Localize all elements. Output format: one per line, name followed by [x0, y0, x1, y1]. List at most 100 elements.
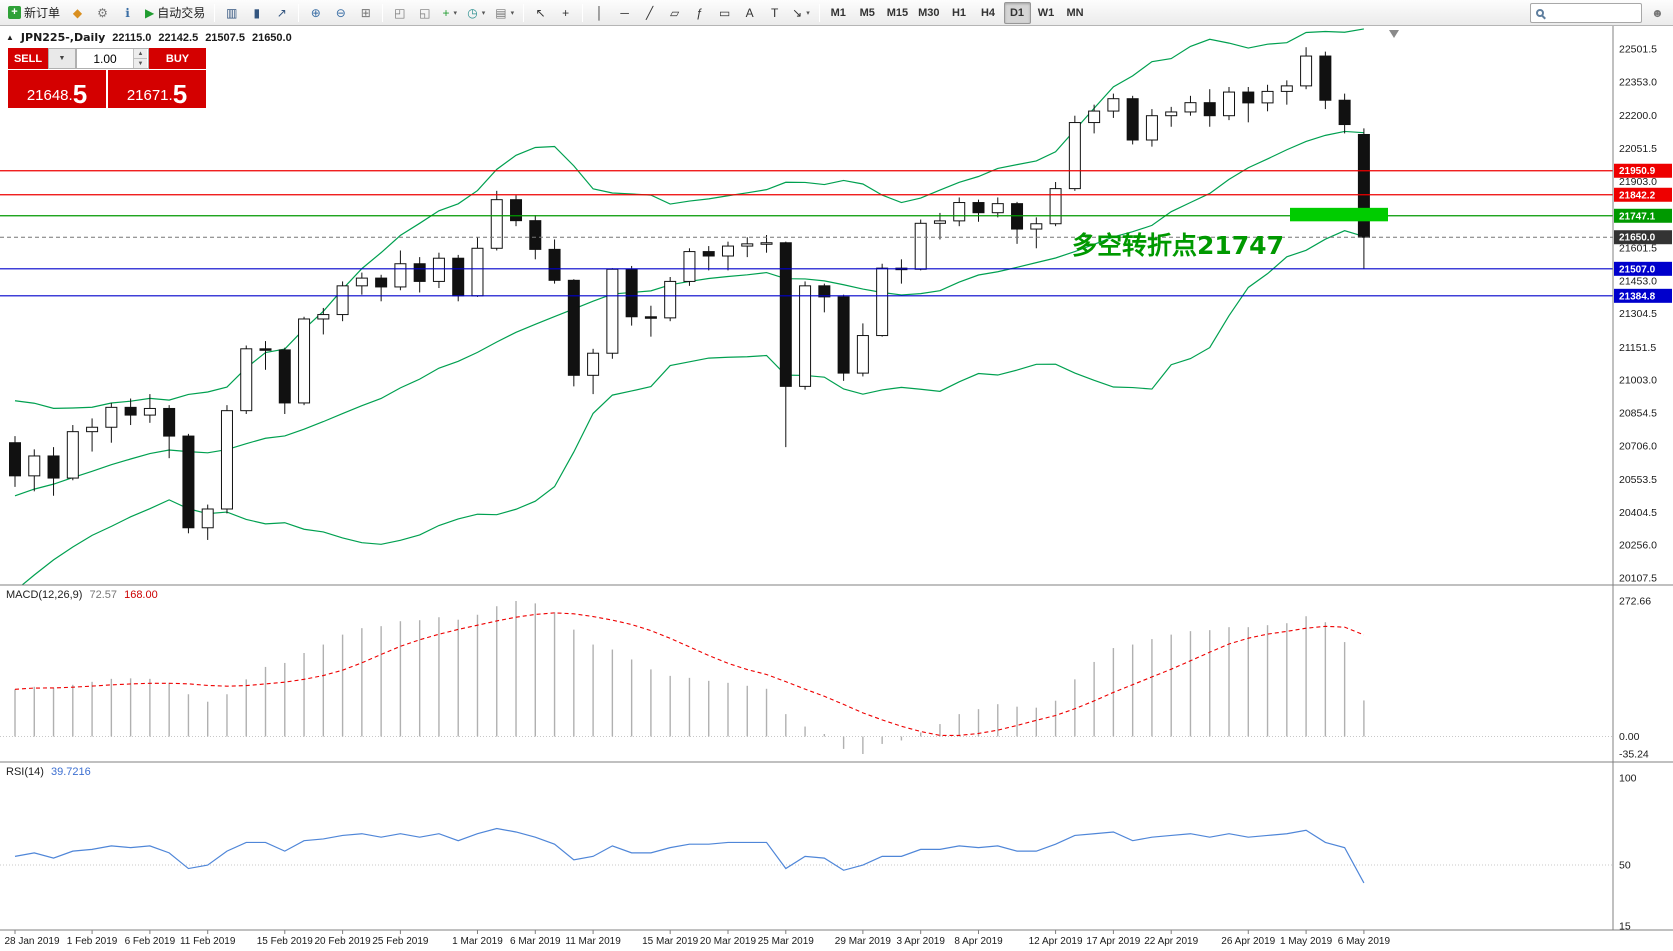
- templates-icon: ▤: [495, 5, 507, 20]
- options-button[interactable]: ⚙: [91, 2, 114, 24]
- date-tick: 25 Feb 2019: [372, 936, 429, 947]
- community-button[interactable]: ☻: [1646, 2, 1669, 24]
- price-tick: 21304.5: [1619, 308, 1657, 320]
- timeframe-w1-button[interactable]: W1: [1037, 6, 1055, 19]
- lot-spinner[interactable]: ▲ ▼: [133, 49, 147, 68]
- rsi-axis-tick: 50: [1619, 860, 1631, 872]
- trendline-button[interactable]: ╱: [638, 2, 661, 24]
- date-tick: 6 May 2019: [1338, 936, 1391, 947]
- lot-size-input[interactable]: [77, 49, 133, 68]
- indicators-button[interactable]: + ▾: [438, 2, 461, 24]
- timeframe-d1-button[interactable]: D1: [1003, 1, 1031, 24]
- search-icon: [1536, 8, 1544, 17]
- text-label-button[interactable]: T: [763, 2, 786, 24]
- text-label-icon: T: [770, 5, 779, 20]
- macd-signal-value: 168.00: [124, 589, 158, 601]
- macd-histogram: [14, 601, 1365, 754]
- date-tick: 3 Apr 2019: [897, 936, 946, 947]
- shapes-button[interactable]: ▭: [713, 2, 736, 24]
- rsi-indicator-label: RSI(14) 39.7216: [6, 766, 91, 778]
- line-chart-button[interactable]: ↗: [270, 2, 293, 24]
- shapes-icon: ▭: [718, 5, 731, 20]
- price-tick: 20553.5: [1619, 474, 1657, 486]
- price-tick: 22200.0: [1619, 110, 1657, 122]
- timeframe-m5-button[interactable]: M5: [859, 6, 875, 19]
- date-tick: 11 Feb 2019: [180, 936, 236, 947]
- data-window-button[interactable]: ℹ: [116, 2, 139, 24]
- rsi-line: [14, 827, 1365, 884]
- pivot-highlight-rect[interactable]: [1290, 207, 1388, 222]
- main-toolbar: + 新订单 ◆ ⚙ ℹ ▶ 自动交易 ▥ ▮ ↗ ⊕ ⊖ ⊞ ◰ ◱ + ▾ ◷ ▾ ▤ ▾ ↖ + │ ─ ╱ ▱ ƒ ▭ A T ↘ ▾ M1…: [0, 0, 1673, 26]
- new-order-button[interactable]: + 新订单: [4, 2, 64, 24]
- rsi-value: 39.7216: [50, 766, 91, 778]
- bollinger-lower-band[interactable]: [15, 230, 1365, 591]
- sell-button[interactable]: SELL: [8, 48, 48, 69]
- bar-chart-icon: ▥: [226, 5, 238, 20]
- bollinger-upper-band[interactable]: [14, 28, 1365, 409]
- price-tick: 21151.5: [1619, 342, 1656, 354]
- community-icon: ☻: [1651, 5, 1664, 20]
- rsi-axis-tick: 100: [1619, 773, 1637, 785]
- date-tick: 6 Mar 2019: [510, 936, 561, 947]
- collapse-trade-panel-icon[interactable]: ▲: [6, 33, 14, 42]
- timeframe-h4-button[interactable]: H4: [980, 6, 996, 19]
- timeframe-mn-button[interactable]: MN: [1066, 6, 1084, 19]
- line-chart-icon: ↗: [276, 5, 287, 20]
- text-icon: A: [745, 5, 754, 20]
- zoom-out-button[interactable]: ⊖: [329, 2, 352, 24]
- price-tick: 21601.5: [1619, 242, 1657, 254]
- pivot-annotation-text[interactable]: 多空转折点21747: [1072, 231, 1284, 260]
- buy-button[interactable]: BUY: [149, 48, 206, 69]
- templates-button[interactable]: ▤ ▾: [491, 2, 518, 24]
- search-input[interactable]: [1549, 6, 1633, 19]
- price-tag-21650.0: 21650.0: [1614, 230, 1672, 245]
- main-chart: [0, 28, 1613, 591]
- metaeditor-button[interactable]: ◆: [66, 2, 89, 24]
- sell-price-display[interactable]: 21648. 5: [8, 70, 106, 108]
- date-tick: 22 Apr 2019: [1144, 936, 1198, 947]
- search-box[interactable]: [1530, 2, 1642, 23]
- vertical-line-button[interactable]: │: [588, 2, 611, 24]
- periods-button[interactable]: ◷ ▾: [463, 2, 489, 24]
- new-chart-button[interactable]: ◰: [388, 2, 411, 24]
- toolbar-buttons: + 新订单 ◆ ⚙ ℹ ▶ 自动交易 ▥ ▮ ↗ ⊕ ⊖ ⊞ ◰ ◱ + ▾ ◷ ▾ ▤ ▾ ↖ + │ ─ ╱ ▱ ƒ ▭ A T ↘ ▾ M1…: [4, 1, 1089, 24]
- vertical-line-icon: │: [595, 5, 604, 20]
- rsi-name: RSI(14): [6, 766, 44, 778]
- spinner-down-icon[interactable]: ▼: [134, 59, 147, 68]
- timeframe-m15-button[interactable]: M15: [886, 6, 909, 19]
- tile-windows-button[interactable]: ⊞: [354, 2, 377, 24]
- price-tag-21507.0: 21507.0: [1614, 261, 1672, 276]
- data-window-icon: ℹ: [125, 5, 130, 20]
- fibonacci-button[interactable]: ƒ: [688, 2, 711, 24]
- zoom-in-button[interactable]: ⊕: [304, 2, 327, 24]
- candlesticks: [9, 47, 1370, 540]
- ohlc-high: 22142.5: [158, 31, 199, 44]
- arrows-button[interactable]: ↘ ▾: [788, 2, 814, 24]
- cursor-button[interactable]: ↖: [529, 2, 552, 24]
- price-tick: 20854.5: [1619, 407, 1657, 419]
- channel-button[interactable]: ▱: [663, 2, 686, 24]
- toolbar-separator: [818, 3, 820, 22]
- date-tick: 29 Mar 2019: [835, 936, 892, 947]
- crosshair-button[interactable]: +: [554, 2, 577, 24]
- chevron-down-icon: ▾: [510, 9, 515, 17]
- autotrading-button[interactable]: ▶ 自动交易: [141, 2, 209, 24]
- buy-price-display[interactable]: 21671. 5: [108, 70, 206, 108]
- spinner-up-icon[interactable]: ▲: [134, 49, 147, 59]
- text-button[interactable]: A: [738, 2, 761, 24]
- buy-price-main: 21671.: [126, 86, 173, 104]
- horizontal-line-button[interactable]: ─: [613, 2, 636, 24]
- toolbar-separator: [382, 3, 384, 22]
- candlestick-chart-button[interactable]: ▮: [245, 2, 268, 24]
- timeframe-h1-button[interactable]: H1: [951, 6, 967, 19]
- timeframe-m1-button[interactable]: M1: [830, 6, 846, 19]
- price-tag-21384.8: 21384.8: [1614, 288, 1672, 303]
- bar-chart-button[interactable]: ▥: [220, 2, 243, 24]
- timeframe-m30-button[interactable]: M30: [918, 6, 940, 19]
- chart-profiles-button[interactable]: ◱: [413, 2, 436, 24]
- order-settings-dropdown[interactable]: ▼: [48, 48, 76, 69]
- chart-shift-marker-icon[interactable]: [1389, 30, 1399, 38]
- periods-icon: ◷: [467, 5, 478, 20]
